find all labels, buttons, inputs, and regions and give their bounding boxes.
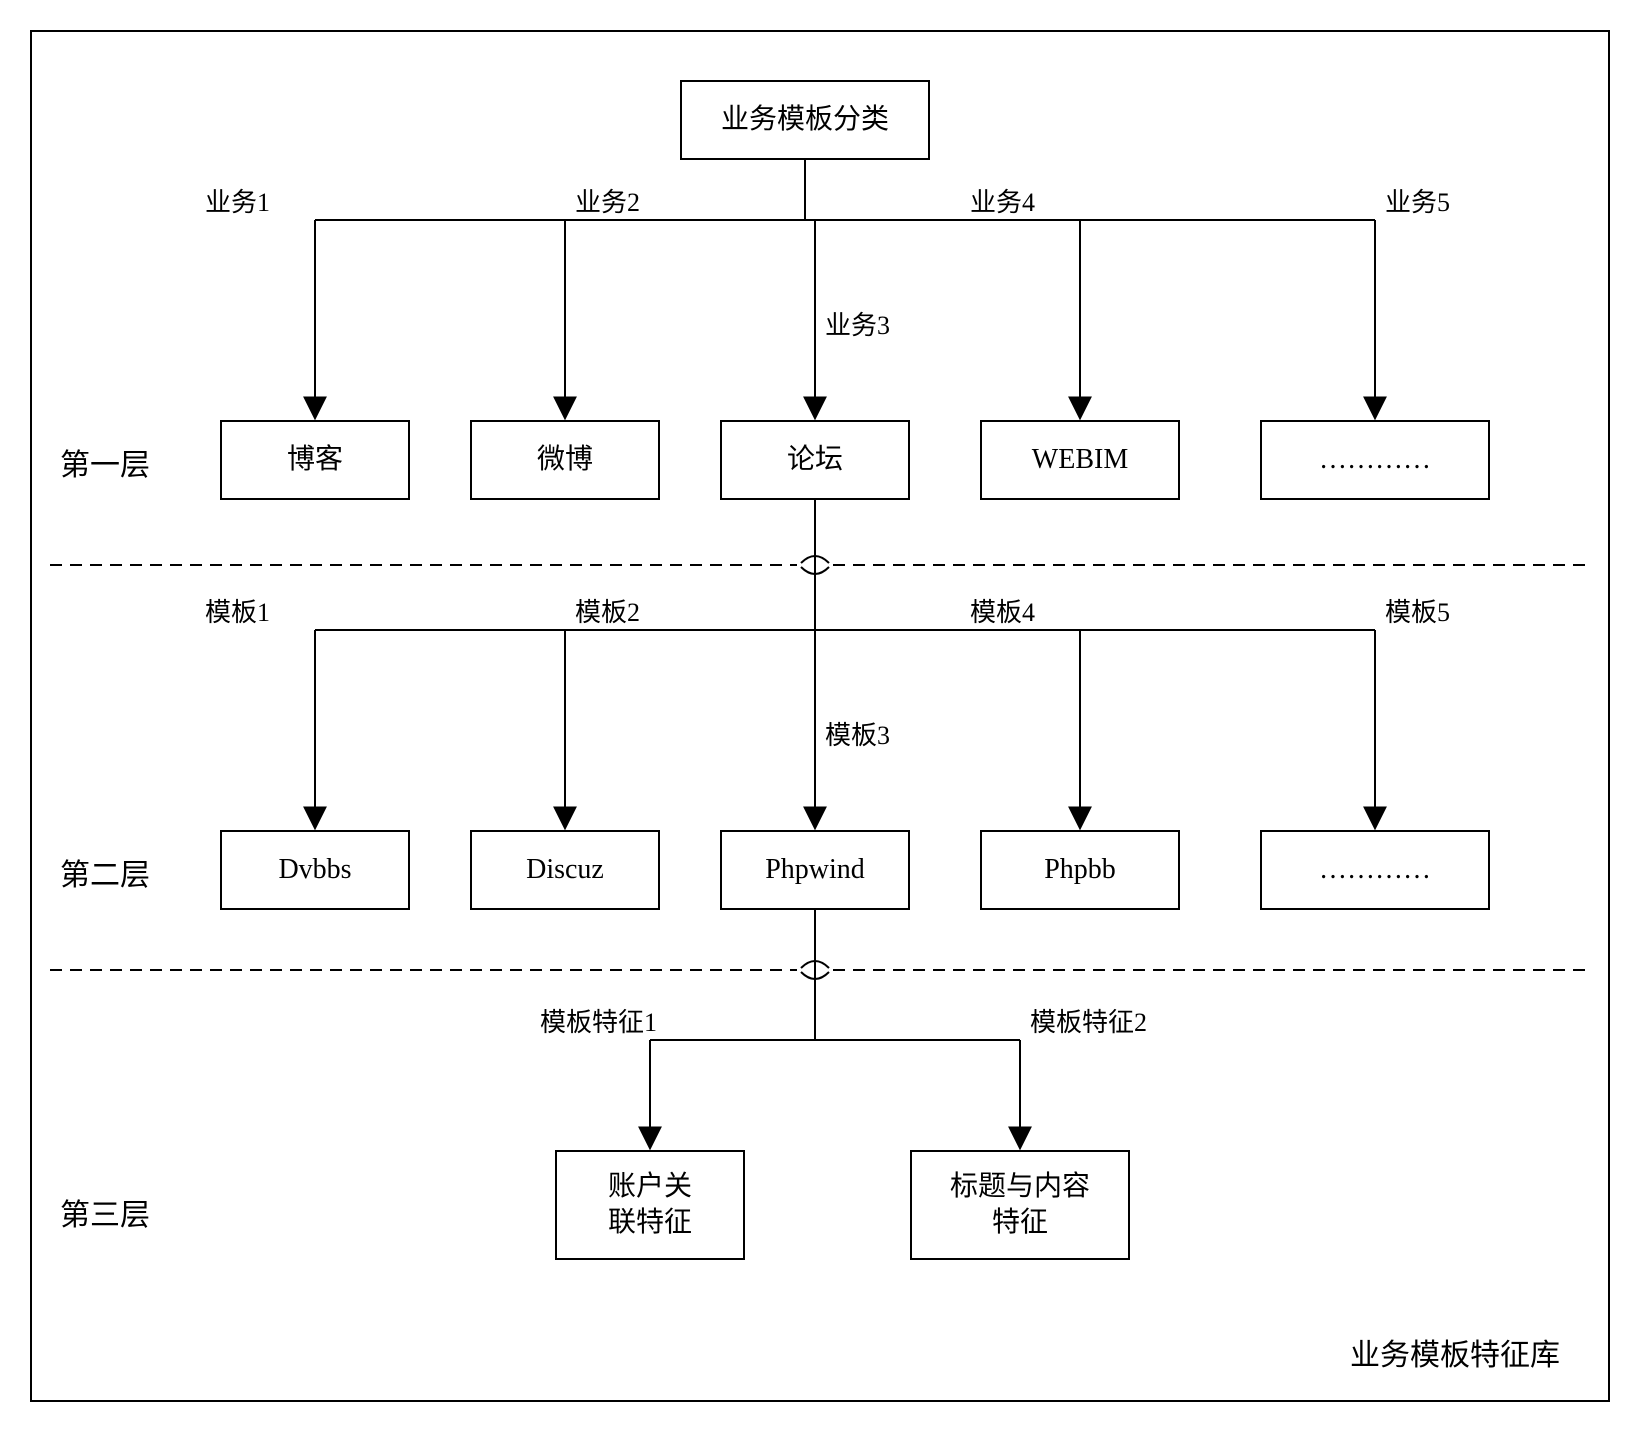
edge-label: 模板5 [1385,592,1450,629]
node-root: 业务模板分类 [680,80,930,160]
edge-label: 模板特征1 [540,1002,657,1039]
edge-label: 业务5 [1385,182,1450,219]
node-l2_1: Dvbbs [220,830,410,910]
edge-label: 模板2 [575,592,640,629]
node-l1_5: ………… [1260,420,1490,500]
node-l2_4: Phpbb [980,830,1180,910]
edge-label: 业务1 [205,182,270,219]
node-l3_1: 账户关联特征 [555,1150,745,1260]
node-l2_2: Discuz [470,830,660,910]
diagram-canvas: 业务模板特征库 第一层第二层第三层 业务模板分类博客微博论坛 WEBIM ………… Dvb… [0,0,1640,1432]
diagram-title: 业务模板特征库 [1350,1330,1560,1374]
layer-label: 第三层 [60,1190,150,1234]
node-l2_3: Phpwind [720,830,910,910]
edge-label: 业务4 [970,182,1035,219]
edge-label: 模板1 [205,592,270,629]
edge-label: 业务2 [575,182,640,219]
layer-label: 第一层 [60,440,150,484]
node-l1_2: 微博 [470,420,660,500]
edge-label: 模板3 [825,715,890,752]
outer-border [30,30,1610,1402]
edge-label: 业务3 [825,305,890,342]
node-l1_1: 博客 [220,420,410,500]
edge-label: 模板4 [970,592,1035,629]
edge-label: 模板特征2 [1030,1002,1147,1039]
node-l1_3: 论坛 [720,420,910,500]
node-l1_4: WEBIM [980,420,1180,500]
node-l3_2: 标题与内容特征 [910,1150,1130,1260]
layer-label: 第二层 [60,850,150,894]
node-l2_5: ………… [1260,830,1490,910]
